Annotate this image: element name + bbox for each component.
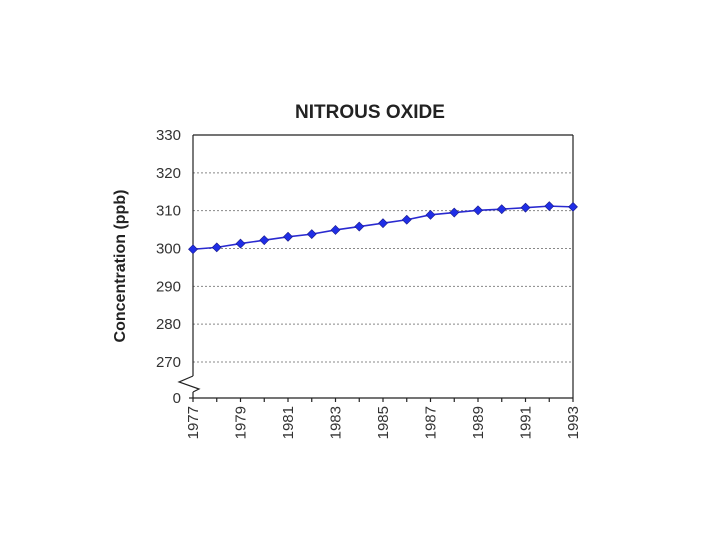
y-tick-label: 270 — [156, 354, 181, 371]
x-tick-label: 1989 — [470, 406, 487, 439]
y-tick-label: 0 — [173, 390, 181, 407]
data-point-marker — [473, 205, 483, 216]
data-point-marker — [306, 229, 317, 240]
y-tick-label: 290 — [156, 278, 181, 295]
data-point-marker — [449, 207, 460, 218]
y-tick-label: 280 — [156, 316, 181, 333]
data-point-marker — [496, 204, 507, 215]
data-point-marker — [544, 201, 555, 212]
y-tick-label: 330 — [156, 127, 181, 144]
data-point-marker — [330, 225, 341, 235]
y-tick-labels: 0 270 280 290 300 310 320 330 — [156, 127, 181, 407]
data-point-marker — [259, 235, 270, 246]
data-point-marker — [354, 221, 365, 232]
data-point-marker — [401, 214, 412, 225]
y-axis-label: Concentration (ppb) — [112, 190, 129, 343]
y-tick-label: 300 — [156, 241, 181, 258]
y-tick-label: 310 — [156, 203, 181, 220]
x-tick-label: 1991 — [518, 406, 535, 439]
x-tick-labels: 1977 1979 1981 1983 1985 1987 1989 1991 1993 — [185, 406, 582, 439]
series-layer — [188, 201, 578, 255]
data-point-marker — [425, 209, 436, 220]
x-tick-label: 1981 — [280, 406, 297, 439]
axes — [177, 134, 574, 402]
data-point-marker — [211, 242, 222, 253]
x-tick-label: 1983 — [328, 406, 345, 439]
data-point-marker — [378, 218, 388, 229]
data-point-marker — [283, 231, 293, 242]
x-tick-label: 1987 — [423, 406, 440, 439]
data-point-marker — [520, 202, 531, 213]
gridlines — [193, 134, 573, 363]
x-tick-label: 1979 — [233, 406, 250, 439]
chart-title: NITROUS OXIDE — [295, 102, 445, 123]
x-tick-label: 1985 — [375, 406, 392, 439]
y-tick-label: 320 — [156, 165, 181, 182]
data-point-marker — [568, 201, 578, 212]
data-point-marker — [188, 244, 198, 255]
data-point-marker — [235, 238, 246, 249]
x-tick-label: 1977 — [185, 406, 202, 439]
axis-break-zigzag — [177, 375, 201, 393]
x-tick-label: 1993 — [565, 406, 582, 439]
